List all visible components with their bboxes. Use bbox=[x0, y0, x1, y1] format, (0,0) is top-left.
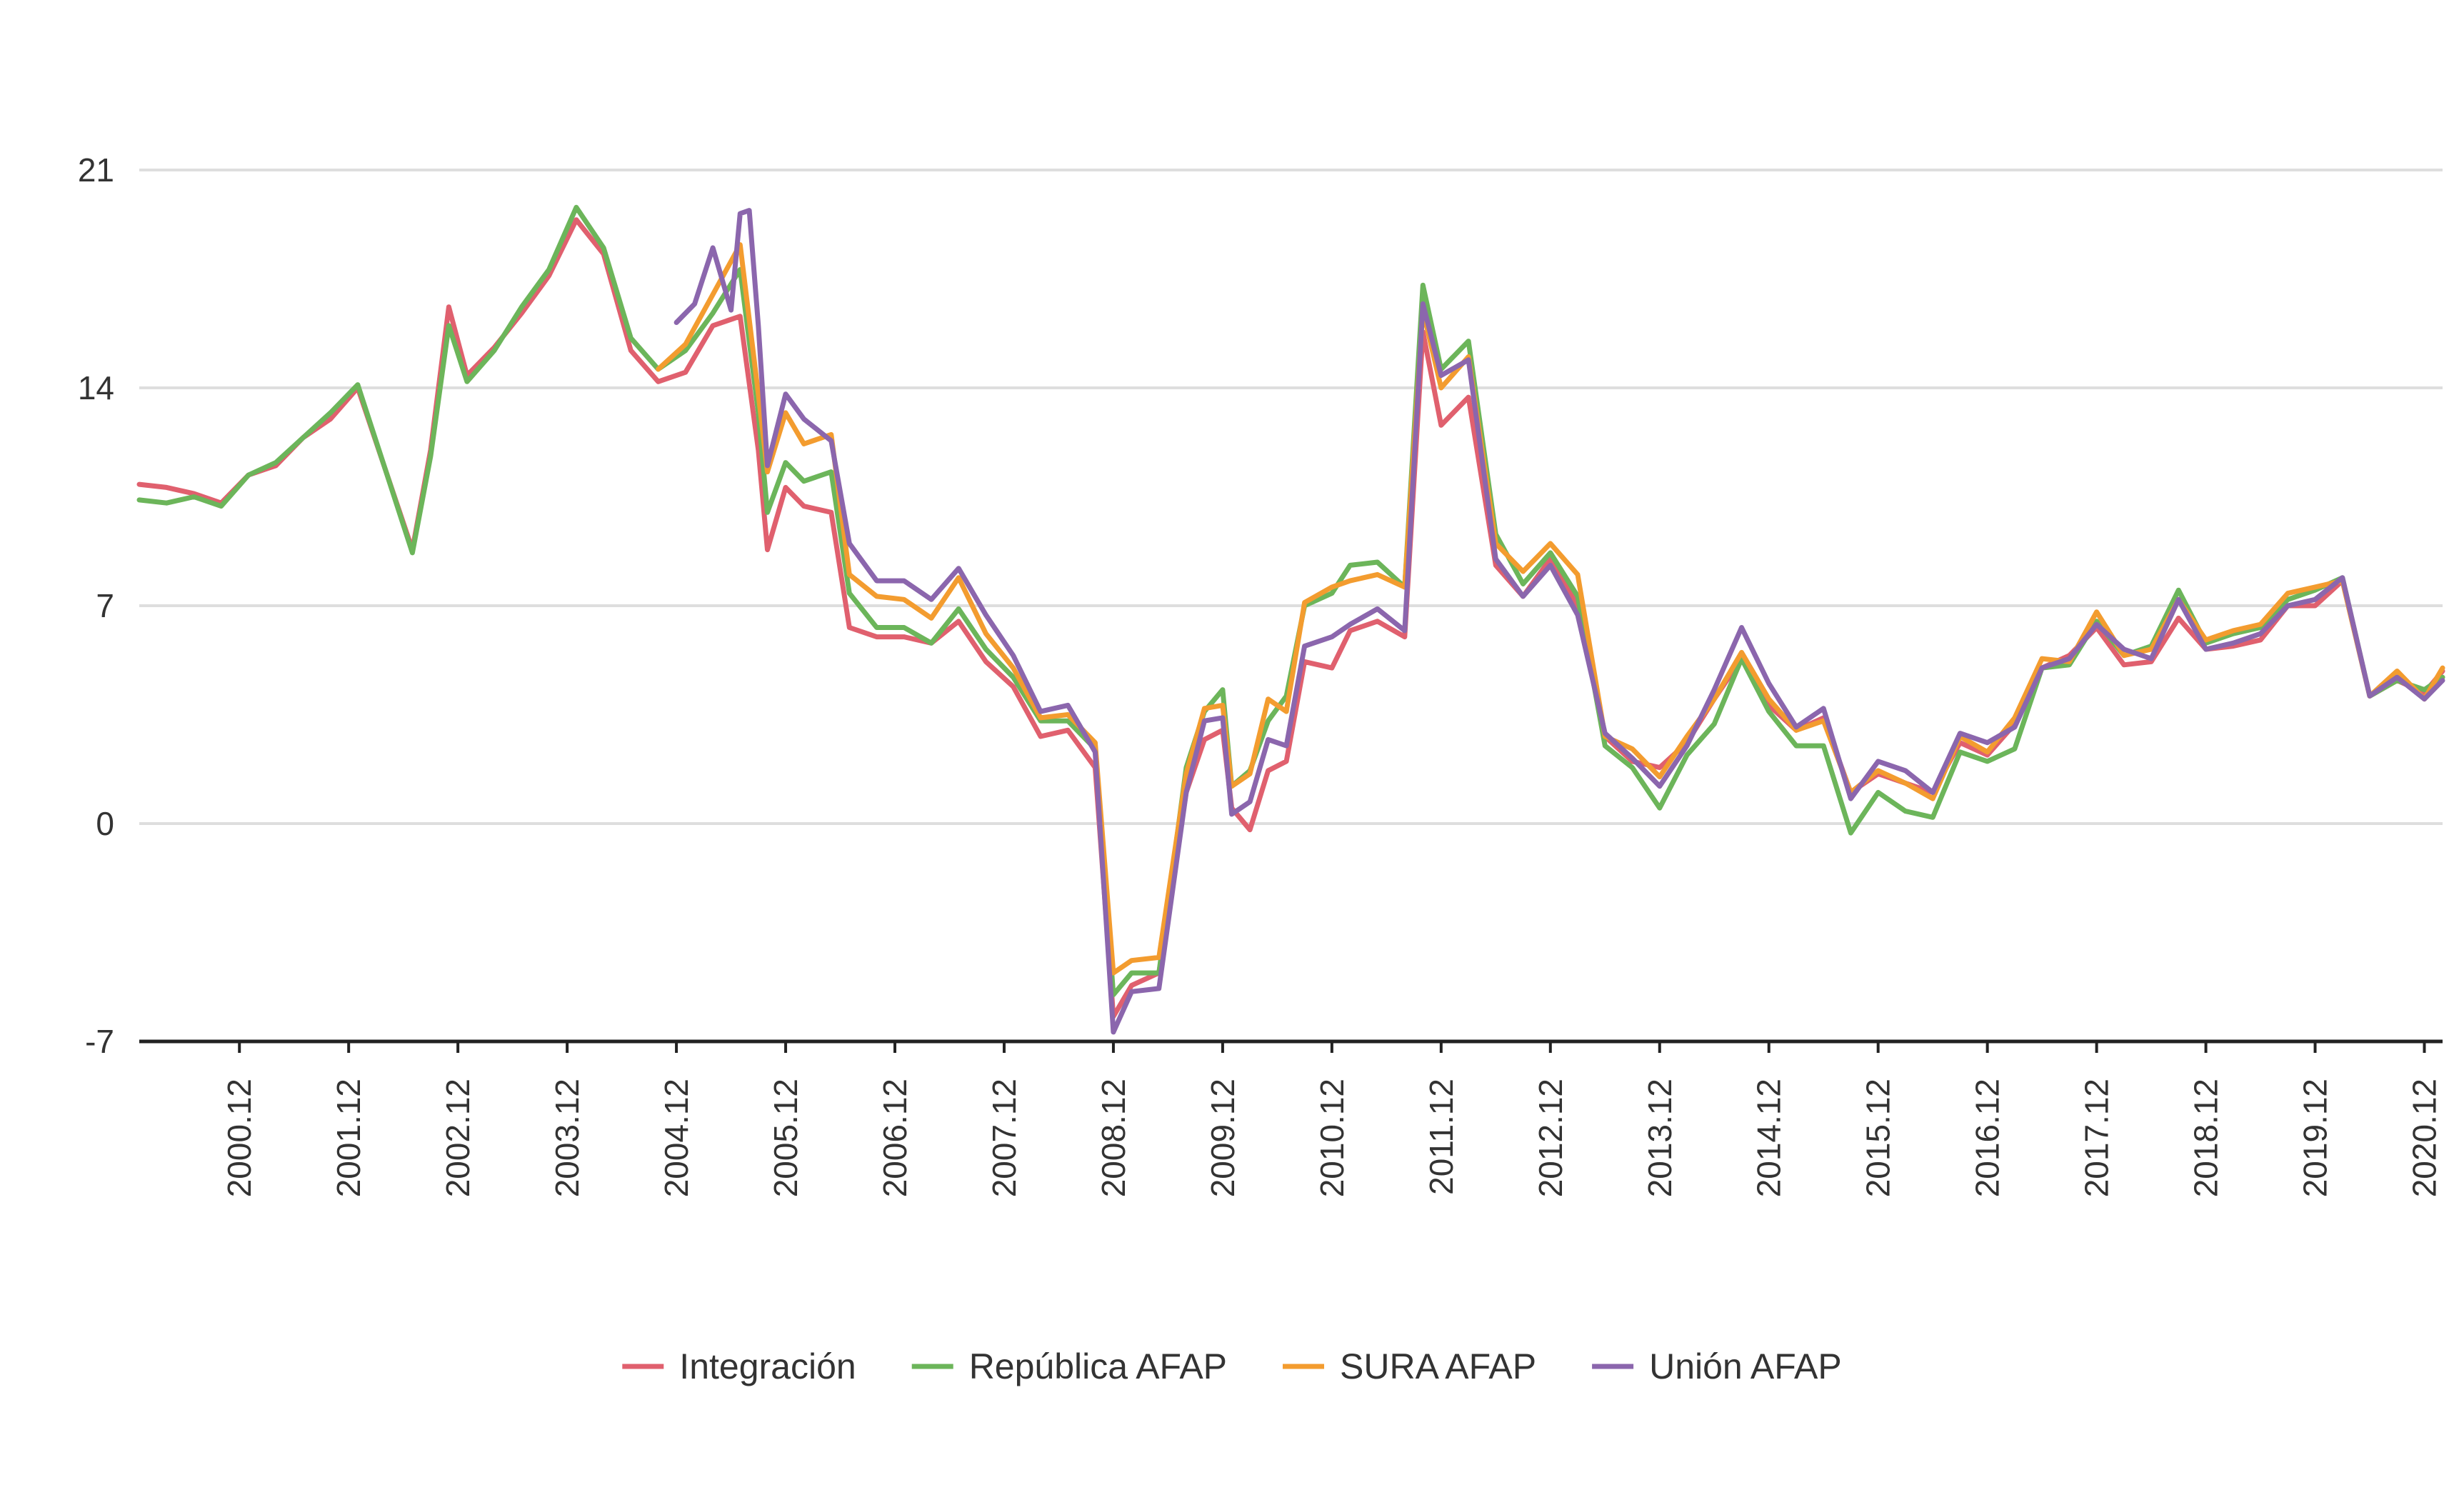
x-tick-label: 2015.12 bbox=[1860, 1079, 1897, 1197]
x-tick-label: 2001.12 bbox=[330, 1079, 367, 1197]
x-tick-label: 2006.12 bbox=[876, 1079, 913, 1197]
series-line-2 bbox=[656, 242, 2445, 976]
x-tick-label: 2000.12 bbox=[221, 1079, 258, 1197]
legend-label: Integración bbox=[679, 1346, 856, 1386]
x-tick-label: 2004.12 bbox=[658, 1079, 695, 1197]
x-tick-label: 2018.12 bbox=[2188, 1079, 2225, 1197]
x-tick-label: 2012.12 bbox=[1532, 1079, 1569, 1197]
legend-item-3: Unión AFAP bbox=[1592, 1346, 1842, 1386]
x-axis: 2000.12 2001.12 2002.12 2003.12 2004.12 2005.… bbox=[139, 1039, 2443, 1197]
x-tick-label: 2009.12 bbox=[1204, 1079, 1241, 1197]
legend-item-0: Integración bbox=[622, 1346, 856, 1386]
legend-label: República AFAP bbox=[969, 1346, 1227, 1386]
legend-item-1: República AFAP bbox=[911, 1346, 1227, 1386]
y-axis: -7 0 7 14 21 bbox=[78, 151, 114, 1060]
x-tick-label: 2010.12 bbox=[1313, 1079, 1351, 1197]
legend-item-2: SURA AFAP bbox=[1283, 1346, 1536, 1386]
x-tick-label: 2013.12 bbox=[1641, 1079, 1678, 1197]
x-tick-label: 2020.12 bbox=[2406, 1079, 2443, 1197]
x-tick-label: 2017.12 bbox=[2078, 1079, 2115, 1197]
x-tick-label: 2002.12 bbox=[439, 1079, 476, 1197]
series-line-3 bbox=[673, 208, 2445, 1035]
x-tick-label: 2014.12 bbox=[1751, 1079, 1788, 1197]
y-tick-label: -7 bbox=[85, 1023, 114, 1060]
x-tick-label: 2003.12 bbox=[549, 1079, 586, 1197]
y-tick-label: 0 bbox=[96, 805, 114, 842]
y-tick-label: 21 bbox=[78, 151, 114, 189]
x-tick-label: 2007.12 bbox=[986, 1079, 1023, 1197]
legend: Integración República AFAP SURA AFAP Unión … bbox=[622, 1346, 1842, 1386]
x-tick-label: 2016.12 bbox=[1969, 1079, 2006, 1197]
x-tick-label: 2008.12 bbox=[1095, 1079, 1132, 1197]
series-lines bbox=[136, 204, 2445, 1035]
x-tick-label: 2005.12 bbox=[767, 1079, 804, 1197]
gridlines bbox=[139, 169, 2443, 825]
series-line-1 bbox=[136, 204, 2445, 998]
legend-label: SURA AFAP bbox=[1340, 1346, 1536, 1386]
y-tick-label: 14 bbox=[78, 369, 114, 406]
x-tick-label: 2019.12 bbox=[2297, 1079, 2334, 1197]
series-line-0 bbox=[136, 217, 2445, 1019]
x-tick-label: 2011.12 bbox=[1423, 1079, 1460, 1195]
legend-label: Unión AFAP bbox=[1649, 1346, 1842, 1386]
y-tick-label: 7 bbox=[96, 587, 114, 624]
